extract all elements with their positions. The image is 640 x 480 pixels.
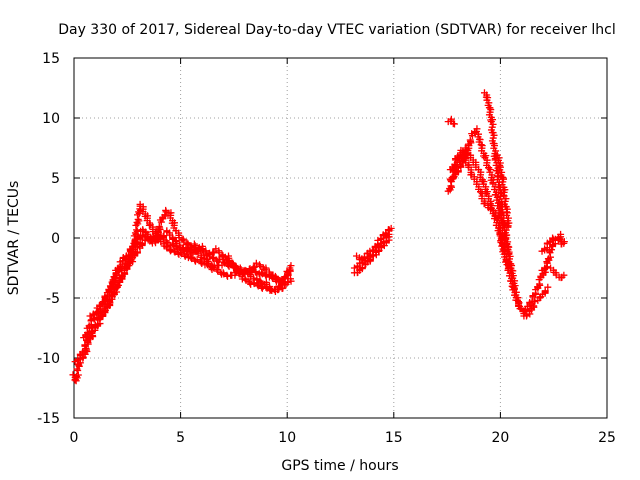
data-point	[508, 266, 516, 274]
x-tick-labels: 0 5 10 15 20 25	[70, 430, 616, 446]
data-point	[107, 283, 115, 291]
data-point	[256, 262, 264, 270]
data-point	[263, 284, 271, 292]
data-point	[273, 275, 281, 283]
y-tick-label: -5	[46, 291, 60, 307]
y-tick-labels: -15 -10 -5 0 5 10 15	[37, 51, 60, 427]
data-point	[477, 141, 485, 149]
data-point	[104, 291, 112, 299]
data-point	[262, 283, 270, 291]
y-tick-label: 15	[42, 51, 60, 67]
data-point	[99, 310, 107, 318]
x-axis-label: GPS time / hours	[281, 458, 398, 474]
data-point	[162, 237, 170, 245]
data-point	[135, 217, 143, 225]
data-point	[133, 227, 141, 235]
data-point	[454, 167, 462, 175]
data-point	[256, 261, 264, 269]
data-point	[281, 281, 289, 289]
data-point	[450, 120, 458, 128]
data-point	[541, 287, 549, 295]
y-tick-label: 0	[51, 231, 60, 247]
data-point	[177, 250, 185, 258]
data-point	[505, 250, 513, 258]
data-point	[130, 245, 138, 253]
data-point	[87, 327, 95, 335]
data-point	[544, 283, 552, 291]
data-point	[183, 246, 191, 254]
x-tick-label: 15	[385, 430, 403, 446]
data-point	[111, 273, 119, 281]
data-point	[74, 371, 82, 379]
data-point	[242, 276, 250, 284]
data-point	[504, 223, 512, 231]
data-point	[134, 215, 142, 223]
data-point	[560, 238, 568, 246]
x-tick-label: 5	[176, 430, 185, 446]
data-point	[114, 281, 122, 289]
data-points	[69, 89, 568, 385]
data-point	[250, 280, 258, 288]
x-tick-label: 25	[598, 430, 616, 446]
data-point	[458, 158, 466, 166]
data-point	[193, 256, 201, 264]
x-tick-label: 20	[491, 430, 509, 446]
data-point	[530, 302, 538, 310]
plot-frame	[73, 57, 608, 419]
chart-title: Day 330 of 2017, Sidereal Day-to-day VTE…	[58, 22, 616, 38]
data-point	[209, 253, 217, 261]
data-point	[466, 136, 474, 144]
data-point	[220, 270, 228, 278]
x-tick-label: 0	[70, 430, 79, 446]
data-point	[247, 280, 255, 288]
y-tick-label: -15	[37, 411, 60, 427]
data-point	[132, 238, 140, 246]
data-point	[241, 275, 249, 283]
x-tick-label: 10	[278, 430, 296, 446]
data-point	[560, 271, 568, 279]
series	[69, 200, 295, 385]
data-point	[74, 367, 82, 375]
data-point	[548, 246, 556, 254]
data-point	[131, 236, 139, 244]
data-point	[528, 297, 536, 305]
y-tick-label: 10	[42, 111, 60, 127]
data-point	[124, 252, 132, 260]
data-point	[228, 261, 236, 269]
data-point	[385, 233, 393, 241]
data-point	[224, 272, 232, 280]
data-point	[163, 238, 171, 246]
data-point	[267, 285, 275, 293]
y-axis-label: SDTVAR / TECUs	[6, 181, 22, 296]
data-point	[205, 252, 213, 260]
data-point	[253, 281, 261, 289]
data-point	[515, 302, 523, 309]
data-point	[387, 224, 395, 232]
data-point	[286, 264, 294, 272]
series	[444, 89, 568, 320]
data-point	[155, 223, 163, 231]
data-point	[499, 191, 507, 199]
data-point	[118, 274, 126, 282]
data-point	[268, 286, 276, 294]
series	[350, 224, 395, 277]
data-point	[133, 226, 141, 234]
data-point	[209, 255, 217, 263]
data-point	[252, 259, 260, 267]
data-point	[183, 247, 191, 255]
data-point	[557, 230, 565, 238]
data-point	[181, 251, 189, 259]
data-point	[272, 274, 280, 282]
y-tick-label: 5	[51, 171, 60, 187]
y-tick-label: -10	[37, 351, 60, 367]
data-point	[258, 270, 266, 278]
